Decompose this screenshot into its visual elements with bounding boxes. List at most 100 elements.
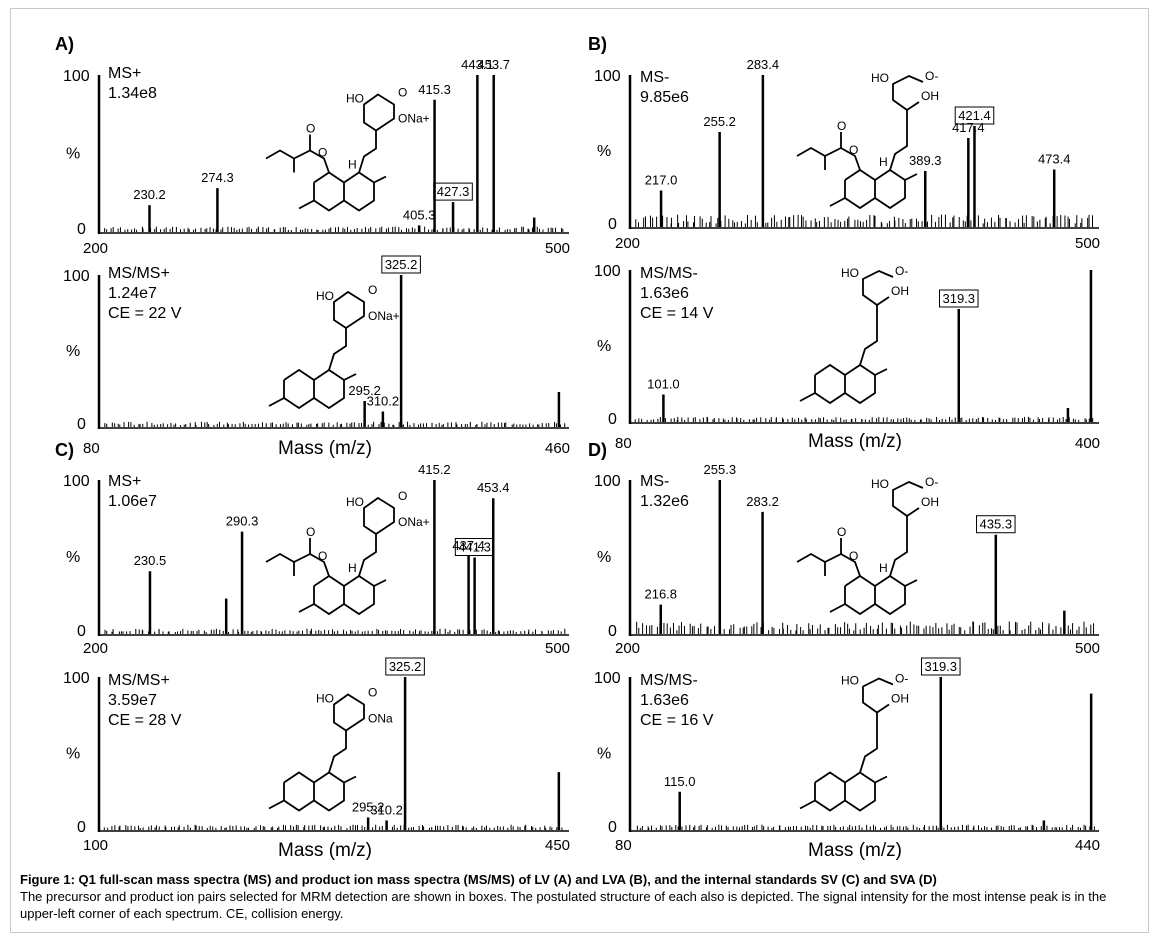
structure-bond	[283, 771, 315, 812]
y-tick-label: 100	[63, 68, 90, 85]
structure-h-label: H	[348, 158, 357, 172]
structure-ester-o-label: O	[318, 549, 327, 563]
peak-label: 443.1	[461, 57, 494, 72]
structure-oh-label: OH	[891, 692, 909, 706]
structure-o-minus-label: O-	[925, 69, 938, 83]
structure-bond	[313, 574, 345, 616]
structure-bond	[268, 397, 285, 407]
structure-bond	[844, 168, 876, 210]
x-tick-label: 100	[83, 837, 108, 854]
y-tick-label: %	[597, 338, 611, 355]
spectrum-panel: B) 100% 0 200 500 MS- 9.85e6 217.0 255.2 283.4 389…	[588, 34, 1100, 252]
mrm-box	[385, 657, 425, 676]
structure-bond	[328, 730, 347, 773]
x-tick-label: 200	[615, 640, 640, 657]
structure-h-label: H	[879, 155, 888, 169]
scan-mode-label: MS/MS+	[108, 265, 170, 282]
collision-energy-label: CE = 16 V	[640, 712, 714, 729]
x-tick-label: 450	[545, 837, 570, 854]
structure-bond	[373, 579, 387, 587]
structure-bond	[358, 130, 377, 173]
y-tick-label: %	[597, 746, 611, 763]
peak-label: 310.2	[367, 394, 400, 409]
peak-label: 274.3	[201, 170, 234, 185]
scan-mode-label: MS-	[640, 69, 669, 86]
structure-bond	[268, 799, 285, 810]
y-tick-label: 100	[594, 68, 621, 85]
peak-label: 405.3	[403, 207, 436, 222]
figure-caption: Figure 1: Q1 full-scan mass spectra (MS)…	[20, 871, 1142, 922]
intensity-label: 1.63e6	[640, 285, 689, 302]
x-tick-label: 80	[615, 837, 632, 854]
structure-bond	[906, 101, 920, 111]
structure-ho-label: HO	[841, 674, 859, 688]
structure-bond	[363, 496, 395, 535]
structure-o-minus-label: O-	[925, 475, 938, 489]
structure-bond	[333, 693, 365, 732]
peak-label: 435.3	[980, 517, 1013, 532]
structure-oh-label: OH	[921, 89, 939, 103]
peak-label: 319.3	[942, 291, 975, 306]
x-tick-label: 500	[1075, 640, 1100, 657]
intensity-label: 1.32e6	[640, 493, 689, 510]
x-tick-label: 80	[615, 435, 632, 452]
collision-energy-label: CE = 28 V	[108, 712, 182, 729]
y-tick-label: 0	[77, 416, 86, 433]
peak-label: 216.8	[644, 587, 677, 602]
structure-bond	[343, 574, 375, 616]
structure-ester-o-label: O	[849, 549, 858, 563]
structure-bond	[358, 534, 377, 577]
x-tick-label: 440	[1075, 837, 1100, 854]
peak-label: 230.5	[134, 553, 167, 568]
structure-bond	[328, 328, 347, 371]
y-tick-label: 100	[594, 670, 621, 687]
structure-bond	[799, 392, 816, 402]
y-tick-label: 0	[608, 623, 617, 640]
peak-label: 389.3	[909, 153, 942, 168]
structure-carbonyl-o-label: O	[837, 525, 846, 539]
y-tick-label: 100	[594, 263, 621, 280]
peak-label: 453.4	[477, 480, 510, 495]
structure-bond	[904, 579, 918, 587]
structure-carbonyl-o-label: O	[306, 122, 315, 136]
structure-ona-label: ONa+	[398, 515, 430, 529]
structure-bond	[298, 603, 315, 613]
y-tick-label: 0	[608, 216, 617, 233]
peak-label: 295.2	[348, 383, 381, 398]
peak-label: 310.2	[370, 802, 403, 817]
x-tick-label: 200	[83, 240, 108, 257]
peak-label: 415.2	[418, 462, 451, 477]
y-tick-label: 100	[63, 473, 90, 490]
panel-label: A)	[55, 34, 74, 54]
y-tick-label: %	[66, 343, 80, 360]
structure-bond	[906, 507, 920, 517]
intensity-label: 1.06e7	[108, 493, 157, 510]
intensity-label: 9.85e6	[640, 89, 689, 106]
caption-title: Figure 1: Q1 full-scan mass spectra (MS)…	[20, 872, 937, 887]
x-tick-label: 80	[83, 440, 100, 457]
y-tick-label: 0	[77, 819, 86, 836]
caption-body: The precursor and product ion pairs sele…	[20, 889, 1107, 921]
y-tick-label: %	[66, 146, 80, 163]
structure-ho-label: HO	[871, 477, 889, 491]
panel-label: D)	[588, 440, 607, 460]
y-tick-label: 0	[608, 411, 617, 428]
intensity-label: 3.59e7	[108, 692, 157, 709]
x-tick-label: 500	[545, 240, 570, 257]
structure-ona-label: ONa	[368, 712, 393, 726]
x-tick-label: 200	[83, 640, 108, 657]
structure-o-minus-label: O-	[895, 264, 908, 278]
structure-bond	[343, 775, 357, 784]
structure-bond	[889, 534, 908, 577]
peak-label: 325.2	[385, 257, 418, 272]
structure-o-label: O	[368, 686, 377, 700]
structure-bond	[892, 75, 924, 128]
structure-bond	[876, 296, 890, 306]
x-axis-title: Mass (m/z)	[808, 431, 902, 452]
structure-bond	[844, 574, 876, 616]
structure-bond	[814, 363, 846, 405]
structure-o-label: O	[398, 489, 407, 503]
y-tick-label: 0	[77, 623, 86, 640]
